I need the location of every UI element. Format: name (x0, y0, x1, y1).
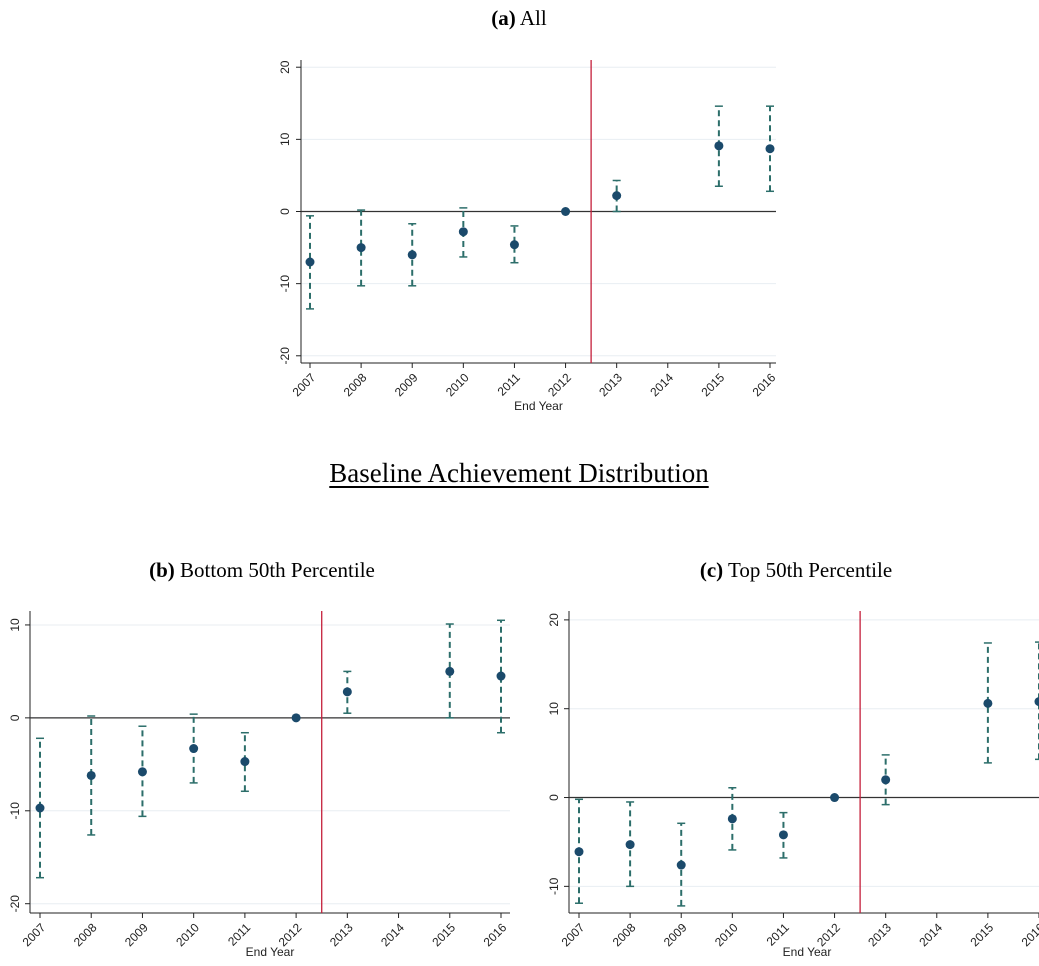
x-tick-label: 2007 (559, 920, 588, 949)
panel-c-title: (c) Top 50th Percentile (700, 558, 892, 583)
data-point (240, 757, 250, 767)
data-point (86, 770, 96, 780)
data-point (714, 141, 724, 151)
panel-a-name: All (519, 6, 547, 30)
data-point (305, 257, 315, 267)
x-tick-label: 2010 (712, 920, 741, 949)
data-point (445, 666, 455, 676)
data-point (765, 144, 775, 154)
data-point (778, 830, 788, 840)
panel-a-letter: (a) (491, 6, 516, 30)
x-tick-label: 2008 (610, 920, 639, 949)
x-tick-label: 2007 (290, 370, 319, 399)
panel-c-name: Top 50th Percentile (728, 558, 893, 582)
data-point (137, 767, 147, 777)
data-point (35, 803, 45, 813)
x-tick-label: 2015 (698, 370, 727, 399)
data-point (830, 793, 840, 803)
x-tick-label: 2010 (443, 370, 472, 399)
data-point (612, 191, 622, 201)
x-tick-label: 2013 (596, 370, 625, 399)
y-tick-label: 20 (547, 613, 561, 627)
data-point (676, 860, 686, 870)
data-point (189, 744, 199, 754)
data-point (291, 713, 301, 723)
panel-b-name: Bottom 50th Percentile (180, 558, 375, 582)
data-point (407, 250, 417, 260)
x-tick-label: 2014 (647, 370, 676, 399)
x-tick-label: 2013 (865, 920, 894, 949)
x-tick-label: 2015 (967, 920, 996, 949)
x-tick-label: 2014 (916, 920, 945, 949)
x-tick-label: 2014 (378, 920, 407, 949)
x-tick-label: 2013 (327, 920, 356, 949)
data-point (574, 847, 584, 857)
chart-a: -20 -10 0 10 20 2007 2008 2009 2010 2011 2012 2013 2… (278, 60, 779, 413)
x-tick-label: 2010 (173, 920, 202, 949)
data-point (458, 227, 468, 237)
panel-b-letter: (b) (149, 558, 175, 582)
x-tick-label: 2012 (545, 370, 574, 399)
y-tick-label: 20 (278, 60, 292, 74)
y-tick-label: -20 (8, 895, 22, 913)
x-axis-title: End Year (514, 399, 563, 413)
y-tick-label: -20 (278, 347, 292, 365)
y-tick-label: 0 (8, 714, 22, 721)
data-point (625, 840, 635, 850)
section-title: Baseline Achievement Distribution (329, 458, 709, 488)
data-point (727, 814, 737, 824)
x-tick-label: 2016 (481, 920, 510, 949)
x-tick-label: 2009 (122, 920, 151, 949)
y-tick-label: -10 (547, 877, 561, 895)
x-tick-label: 2009 (392, 370, 421, 399)
x-tick-label: 2007 (20, 920, 49, 949)
y-tick-label: 10 (278, 132, 292, 146)
data-point (561, 207, 571, 216)
panel-b-title: (b) Bottom 50th Percentile (149, 558, 375, 583)
data-point (496, 671, 506, 681)
panel-c-letter: (c) (699, 558, 724, 582)
data-point (509, 240, 519, 250)
y-tick-label: 10 (8, 618, 22, 632)
x-tick-label: 2008 (71, 920, 100, 949)
y-tick-label: 0 (278, 208, 292, 215)
data-point (983, 698, 993, 708)
data-point (881, 775, 891, 785)
y-tick-label: -10 (8, 802, 22, 820)
x-axis-title: End Year (783, 945, 832, 959)
y-tick-label: 0 (547, 794, 561, 801)
data-point (342, 687, 352, 697)
y-tick-label: -10 (278, 275, 292, 293)
data-point (356, 243, 366, 253)
x-tick-label: 2008 (341, 370, 370, 399)
data-point (1034, 697, 1039, 707)
x-tick-label: 2011 (495, 370, 523, 398)
panel-a-title: (a) All (491, 6, 546, 31)
x-tick-label: 2016 (750, 370, 779, 399)
y-tick-label: 10 (547, 702, 561, 716)
x-tick-label: 2016 (1019, 920, 1039, 949)
x-axis-title: End Year (246, 945, 295, 959)
x-tick-label: 2015 (429, 920, 458, 949)
x-tick-label: 2009 (661, 920, 690, 949)
